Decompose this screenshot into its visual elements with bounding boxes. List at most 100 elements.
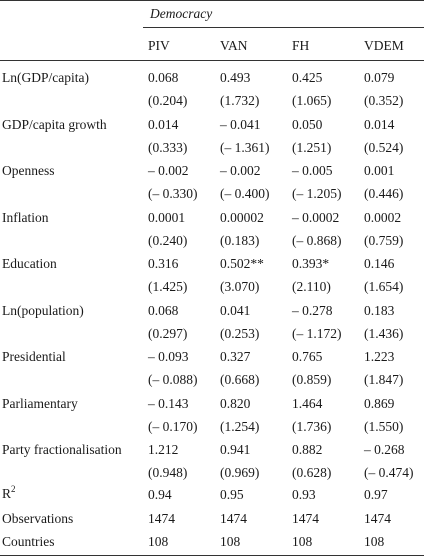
std-error-cell: (0.524)	[364, 140, 404, 155]
coefficient-cell: 0.050	[292, 117, 323, 132]
std-error-cell: (0.352)	[364, 93, 404, 108]
std-error-cell: (– 0.088)	[148, 372, 198, 387]
coefficient-cell: 0.0002	[364, 210, 402, 225]
std-error-cell: (0.240)	[148, 233, 188, 248]
std-error-cell: (0.628)	[292, 465, 332, 480]
countries-value: 108	[364, 534, 385, 549]
std-error-cell: (– 0.330)	[148, 186, 198, 201]
coefficient-cell: – 0.002	[148, 163, 189, 178]
group-header: Democracy	[150, 6, 213, 21]
observations-value: 1474	[292, 511, 319, 526]
countries-value: 108	[148, 534, 169, 549]
coefficient-cell: – 0.278	[292, 303, 333, 318]
std-error-cell: (1.065)	[292, 93, 332, 108]
r2-value: 0.97	[364, 487, 388, 502]
std-error-cell: (0.333)	[148, 140, 188, 155]
coefficient-cell: – 0.005	[292, 163, 333, 178]
std-error-cell: (1.251)	[292, 140, 332, 155]
std-error-cell: (0.297)	[148, 326, 188, 341]
std-error-cell: (– 1.205)	[292, 186, 342, 201]
coefficient-cell: 0.014	[364, 117, 395, 132]
r2-value: 0.93	[292, 487, 316, 502]
std-error-cell: (0.446)	[364, 186, 404, 201]
coefficient-cell: – 0.002	[220, 163, 261, 178]
std-error-cell: (0.948)	[148, 465, 188, 480]
std-error-cell: (0.204)	[148, 93, 188, 108]
observations-value: 1474	[220, 511, 247, 526]
std-error-cell: (– 1.361)	[220, 140, 270, 155]
row-label: Ln(GDP/capita)	[2, 70, 89, 85]
std-error-cell: (2.110)	[292, 279, 331, 294]
r2-label: R2	[2, 483, 16, 501]
std-error-cell: (3.070)	[220, 279, 260, 294]
coefficient-cell: 0.068	[148, 70, 179, 85]
coefficient-cell: 0.393*	[292, 256, 330, 271]
countries-value: 108	[220, 534, 241, 549]
std-error-cell: (– 0.170)	[148, 419, 198, 434]
coefficient-cell: – 0.041	[220, 117, 261, 132]
observations-value: 1474	[148, 511, 175, 526]
coefficient-cell: 1.223	[364, 349, 395, 364]
top-rule	[0, 0, 424, 1]
bottom-rule	[0, 555, 424, 556]
coefficient-cell: – 0.143	[148, 396, 189, 411]
countries-value: 108	[292, 534, 313, 549]
column-header: FH	[292, 38, 310, 53]
row-label: Parliamentary	[2, 396, 78, 411]
std-error-cell: (0.668)	[220, 372, 260, 387]
coefficient-cell: – 0.093	[148, 349, 189, 364]
std-error-cell: (1.436)	[364, 326, 404, 341]
header-rule	[0, 60, 424, 61]
coefficient-cell: 0.00002	[220, 210, 264, 225]
row-label: Ln(population)	[2, 303, 84, 318]
coefficient-cell: 0.425	[292, 70, 323, 85]
coefficient-cell: 0.183	[364, 303, 395, 318]
r2-value: 0.94	[148, 487, 172, 502]
coefficient-cell: – 0.0002	[292, 210, 340, 225]
coefficient-cell: 0.014	[148, 117, 179, 132]
coefficient-cell: 0.0001	[148, 210, 186, 225]
std-error-cell: (– 0.400)	[220, 186, 270, 201]
observations-value: 1474	[364, 511, 391, 526]
coefficient-cell: 0.869	[364, 396, 395, 411]
coefficient-cell: 0.493	[220, 70, 251, 85]
coefficient-cell: 0.502**	[220, 256, 264, 271]
row-label: Education	[2, 256, 57, 271]
std-error-cell: (0.183)	[220, 233, 260, 248]
std-error-cell: (– 1.172)	[292, 326, 342, 341]
coefficient-cell: 0.316	[148, 256, 179, 271]
std-error-cell: (0.759)	[364, 233, 404, 248]
coefficient-cell: 0.146	[364, 256, 395, 271]
coefficient-cell: 0.941	[220, 442, 251, 457]
coefficient-cell: 0.820	[220, 396, 251, 411]
coefficient-cell: 0.327	[220, 349, 251, 364]
std-error-cell: (0.253)	[220, 326, 260, 341]
row-label: Presidential	[2, 349, 66, 364]
std-error-cell: (1.847)	[364, 372, 404, 387]
std-error-cell: (– 0.474)	[364, 465, 414, 480]
row-label: Inflation	[2, 210, 49, 225]
coefficient-cell: – 0.268	[364, 442, 405, 457]
column-header: PIV	[148, 38, 170, 53]
column-header: VAN	[220, 38, 248, 53]
coefficient-cell: 0.041	[220, 303, 251, 318]
coefficient-cell: 0.882	[292, 442, 323, 457]
coefficient-cell: 0.765	[292, 349, 323, 364]
countries-label: Countries	[2, 534, 55, 549]
std-error-cell: (1.736)	[292, 419, 332, 434]
std-error-cell: (0.859)	[292, 372, 332, 387]
std-error-cell: (1.550)	[364, 419, 404, 434]
row-label: GDP/capita growth	[2, 117, 107, 132]
std-error-cell: (1.654)	[364, 279, 404, 294]
group-rule	[143, 27, 424, 28]
std-error-cell: (– 0.868)	[292, 233, 342, 248]
coefficient-cell: 0.001	[364, 163, 395, 178]
coefficient-cell: 1.212	[148, 442, 179, 457]
row-label: Party fractionalisation	[2, 442, 122, 457]
column-header: VDEM	[364, 38, 404, 53]
std-error-cell: (0.969)	[220, 465, 260, 480]
observations-label: Observations	[2, 511, 74, 526]
r2-value: 0.95	[220, 487, 244, 502]
coefficient-cell: 0.068	[148, 303, 179, 318]
std-error-cell: (1.425)	[148, 279, 188, 294]
